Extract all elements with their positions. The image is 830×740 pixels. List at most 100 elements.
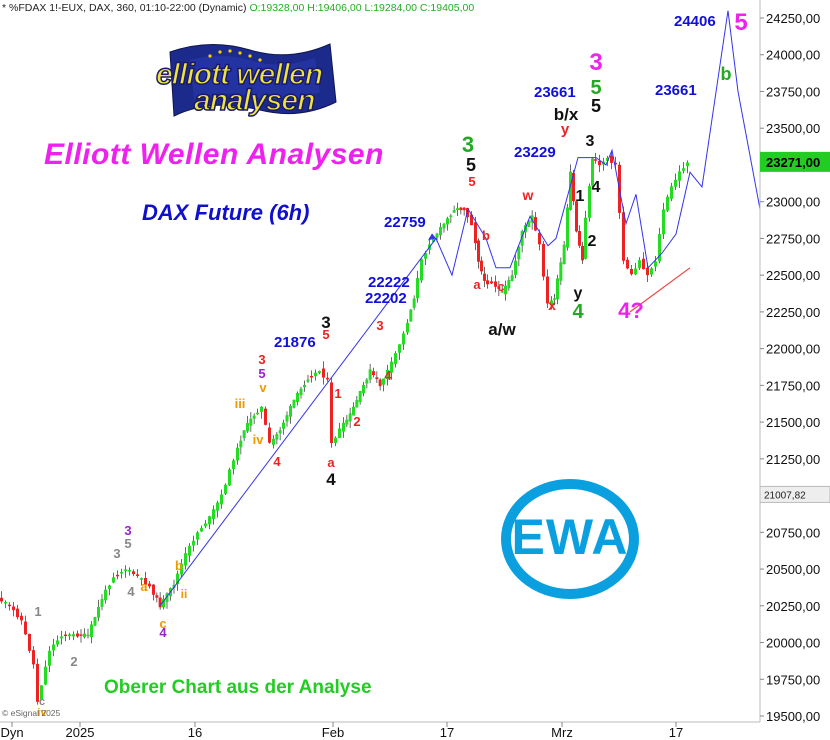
wave-label: c [497, 279, 504, 294]
candle-body [188, 545, 191, 556]
candle-body [368, 369, 372, 380]
footer-note: Oberer Chart aus der Analyse [104, 677, 372, 698]
wave-label: 5 [466, 155, 476, 175]
candle-body [646, 267, 649, 276]
candle-body [562, 244, 566, 265]
candle-body [152, 584, 155, 595]
candle-body [224, 484, 227, 494]
candle-body [670, 186, 673, 199]
candle-body [507, 279, 511, 289]
candle-body [355, 399, 359, 408]
wave-label: a/w [488, 320, 516, 339]
candle-body [584, 217, 587, 259]
candle-body [97, 606, 100, 618]
candle-body [559, 262, 563, 281]
candle-body [449, 215, 453, 218]
candle-body [362, 384, 365, 394]
candle-body [442, 223, 446, 229]
candle-body [674, 179, 677, 187]
time-tick-label: 2025 [66, 725, 95, 740]
candle-body [394, 353, 397, 364]
candle-body [470, 214, 473, 226]
price-tick-label: 21500,00 [766, 415, 820, 430]
candle-body [228, 469, 231, 486]
time-tick-label: 16 [188, 725, 202, 740]
symbol-info: * %FDAX 1!-EUX, DAX, 360, 01:10-22:00 (D… [2, 2, 247, 14]
wave-label: w [522, 187, 534, 203]
candle-body [480, 260, 483, 272]
price-tick-label: 22500,00 [766, 268, 820, 283]
candle-body [306, 379, 310, 382]
candle-body [232, 460, 235, 470]
candle-body [650, 268, 653, 275]
candle-body [424, 252, 427, 259]
candle-body [12, 606, 15, 611]
candle-body [16, 608, 19, 618]
candle-body [622, 212, 625, 261]
candle-body [334, 437, 337, 444]
wave-label: 3 [321, 313, 330, 332]
time-tick-label: 17 [669, 725, 683, 740]
candle-body [372, 371, 375, 376]
candle-body [581, 245, 584, 261]
candle-body [588, 185, 591, 218]
candle-body [553, 298, 556, 300]
wave-label: 3 [113, 546, 120, 561]
wave-label: 4 [592, 179, 601, 196]
candle-body [242, 430, 246, 439]
wave-label: 5 [322, 327, 329, 342]
candle-body [342, 422, 345, 432]
price-tick-label: 20250,00 [766, 599, 820, 614]
candle-body [483, 273, 486, 281]
wave-label: 3 [586, 133, 595, 150]
candle-body [439, 227, 442, 236]
candle-body [614, 162, 617, 165]
candle-body [318, 370, 321, 373]
wave-label: 3 [462, 132, 474, 157]
wave-label: a [140, 579, 148, 594]
candle-body [330, 382, 333, 443]
candle-body [654, 261, 657, 267]
time-tick-label: 17 [440, 725, 454, 740]
price-tick-label: 20500,00 [766, 562, 820, 577]
candle-body [678, 171, 681, 181]
candle-body [630, 269, 633, 275]
candle-body [158, 597, 162, 608]
candle-body [546, 276, 549, 304]
candle-body [406, 322, 409, 333]
candle-body [4, 601, 7, 604]
candle-body [310, 376, 313, 378]
price-tick-label: 23500,00 [766, 121, 820, 136]
candle-body [36, 663, 39, 702]
price-annotation: 21876 [274, 334, 316, 351]
candle-body [326, 377, 329, 380]
wave-label: 4 [273, 454, 281, 469]
candle-body [120, 572, 123, 574]
wave-label: v [259, 380, 267, 395]
wave-label: 5 [124, 536, 131, 551]
candle-body [72, 634, 75, 637]
candle-body [275, 434, 279, 440]
ewa-badge-text: EWA [511, 509, 629, 565]
price-tick-label: 21750,00 [766, 378, 820, 393]
candle-body [124, 569, 127, 572]
candle-body [435, 233, 439, 238]
candle-body [527, 220, 531, 227]
wave-label: 4 [384, 368, 392, 383]
candle-body [68, 634, 71, 637]
candle-body [112, 577, 115, 583]
candle-body [162, 599, 165, 608]
price-tick-label: 22750,00 [766, 231, 820, 246]
candle-body [452, 210, 456, 213]
candle-body [598, 160, 601, 166]
candle-body [0, 597, 3, 602]
candle-body [285, 415, 289, 422]
candle-body [462, 207, 466, 211]
candle-body [155, 595, 159, 598]
candle-body [626, 259, 629, 269]
candle-body [477, 240, 480, 262]
price-annotation: 22759 [384, 214, 426, 231]
wave-label: 1 [34, 604, 41, 619]
